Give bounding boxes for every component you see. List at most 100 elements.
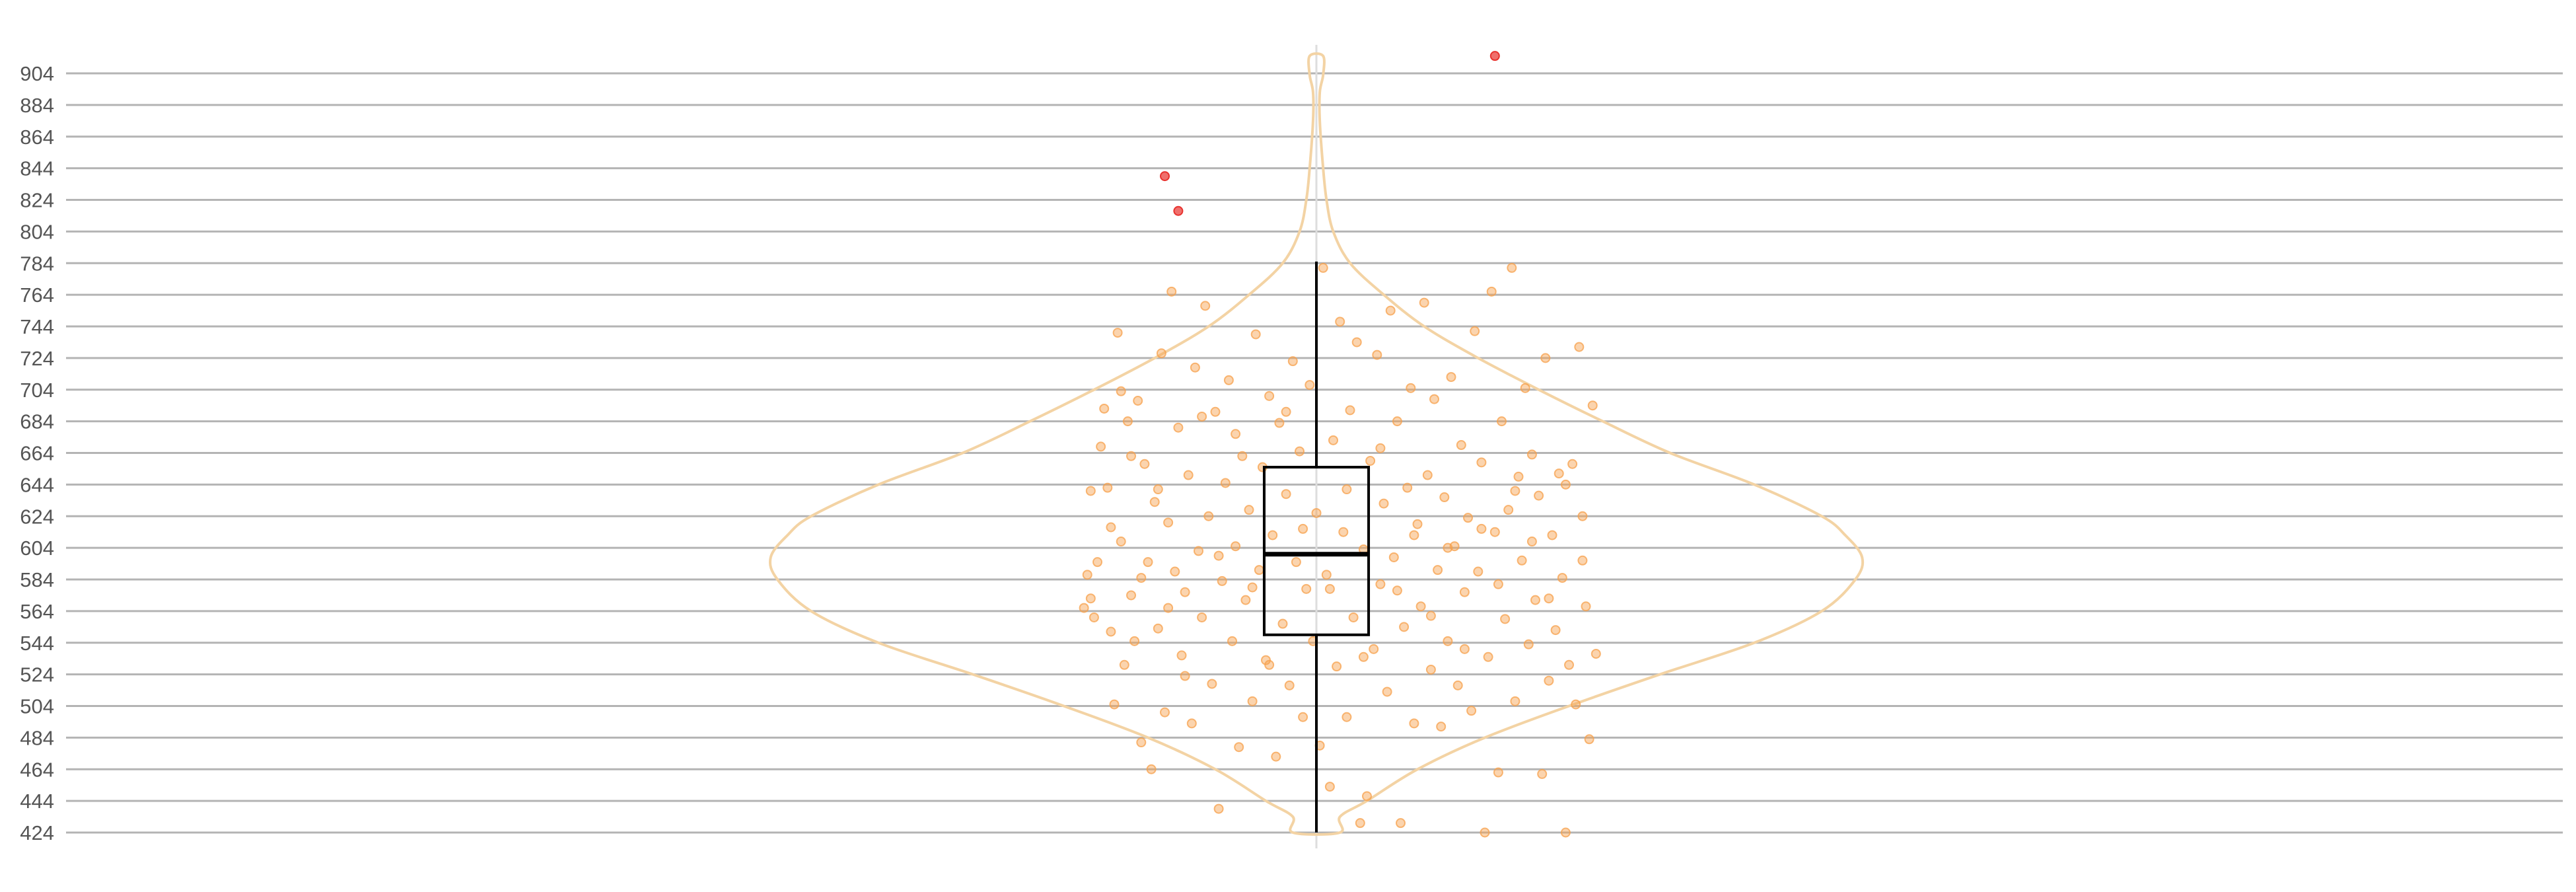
data-point [1223, 375, 1234, 385]
y-tick-label: 704 [20, 379, 54, 402]
data-point [1577, 555, 1588, 566]
data-point [1429, 394, 1439, 404]
outlier-point [1173, 205, 1184, 216]
data-point [1584, 734, 1594, 745]
outlier-point [1489, 51, 1500, 61]
data-point [1375, 443, 1386, 453]
data-point [1507, 262, 1517, 273]
data-point [1119, 659, 1129, 670]
data-point [1122, 416, 1133, 427]
y-tick-label: 884 [20, 94, 54, 117]
y-tick-label: 724 [20, 347, 54, 370]
data-point [1217, 576, 1227, 586]
data-point [1136, 573, 1147, 583]
data-point [1295, 446, 1305, 457]
data-point [1190, 362, 1200, 373]
data-point [1544, 593, 1554, 604]
y-tick-label: 664 [20, 442, 54, 465]
data-point [1486, 286, 1497, 297]
data-point [1358, 651, 1369, 662]
data-point [1392, 585, 1402, 596]
data-point [1200, 301, 1211, 311]
data-point [1166, 286, 1177, 297]
data-point [1268, 530, 1278, 540]
data-point [1240, 595, 1251, 605]
data-point [1503, 505, 1514, 515]
data-point [1126, 590, 1136, 601]
data-point [1281, 406, 1291, 417]
data-point [1156, 348, 1166, 359]
data-point [1378, 498, 1389, 509]
data-point [1136, 737, 1147, 748]
data-point [1160, 707, 1170, 718]
data-point [1547, 530, 1557, 540]
data-point [1274, 418, 1285, 428]
data-point [1473, 566, 1484, 577]
data-point [1082, 570, 1092, 580]
data-point [1213, 803, 1224, 814]
data-point [1419, 297, 1429, 308]
data-point [1210, 406, 1221, 417]
data-point [1520, 383, 1530, 393]
data-point [1526, 449, 1537, 460]
data-point [1213, 550, 1224, 561]
data-point [1425, 664, 1436, 675]
data-point [1560, 479, 1571, 490]
data-point [1459, 587, 1470, 597]
data-point [1571, 699, 1581, 710]
data-point [1517, 555, 1527, 566]
data-point [1335, 316, 1345, 327]
data-point [1510, 696, 1521, 706]
data-point [1355, 818, 1365, 829]
data-point [1564, 659, 1574, 670]
data-point [1412, 519, 1423, 529]
data-point [1099, 403, 1110, 414]
y-tick-label: 624 [20, 505, 54, 528]
data-point [1186, 718, 1197, 729]
data-point [1324, 782, 1335, 792]
data-point [1332, 661, 1342, 672]
data-point [1523, 639, 1534, 650]
data-point [1092, 557, 1102, 568]
violin-outline [768, 52, 1865, 836]
data-point [1476, 523, 1487, 534]
data-point [1301, 583, 1312, 594]
data-point [1149, 497, 1160, 507]
data-point [1163, 603, 1174, 613]
data-point [1439, 492, 1450, 503]
data-point [1342, 484, 1352, 495]
y-tick-label: 764 [20, 283, 54, 307]
data-point [1382, 687, 1392, 697]
data-point [1291, 557, 1301, 568]
data-point [1550, 625, 1561, 636]
data-point [1264, 659, 1275, 670]
data-point [1231, 429, 1241, 439]
data-point [1220, 478, 1231, 488]
data-point [1321, 570, 1332, 580]
data-point [1250, 329, 1261, 340]
data-point [1284, 680, 1295, 690]
data-point [1557, 573, 1567, 583]
data-point [1409, 718, 1419, 729]
data-point [1530, 595, 1540, 605]
data-point [1096, 441, 1106, 452]
jittered-points [1079, 262, 1601, 838]
data-point [1537, 768, 1548, 779]
data-point [1500, 614, 1511, 624]
data-point [1112, 328, 1123, 338]
data-point [1540, 353, 1551, 363]
data-point [1328, 435, 1338, 445]
y-tick-label: 424 [20, 821, 54, 844]
data-point [1399, 622, 1410, 632]
data-point [1163, 517, 1174, 528]
data-point [1463, 513, 1473, 523]
data-point [1554, 468, 1564, 479]
data-point [1254, 565, 1264, 576]
data-point [1342, 712, 1352, 722]
data-point [1116, 537, 1126, 547]
data-point [1456, 440, 1466, 451]
outlier-points [1160, 51, 1500, 216]
data-point [1173, 422, 1184, 433]
data-point [1247, 582, 1258, 593]
data-point [1247, 696, 1258, 706]
